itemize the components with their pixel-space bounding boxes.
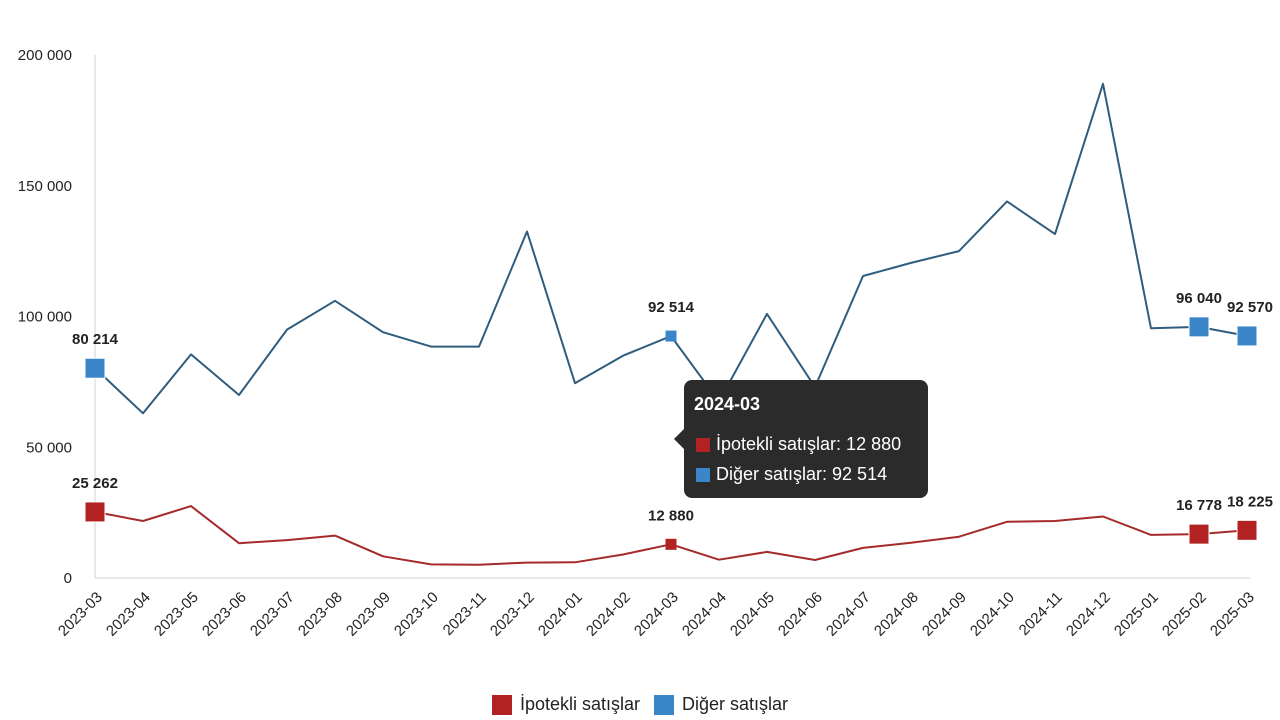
point-marker[interactable] [665, 330, 677, 342]
point-marker[interactable] [1236, 325, 1258, 347]
y-tick-label: 0 [64, 570, 72, 587]
legend-item-other[interactable]: Diğer satışlar [654, 694, 788, 715]
x-tick-label: 2024-11 [1016, 589, 1066, 639]
point-marker[interactable] [1188, 316, 1210, 338]
point-marker[interactable] [1188, 523, 1210, 545]
x-tick-label: 2024-04 [679, 589, 730, 640]
x-tick-label: 2025-02 [1159, 589, 1210, 640]
data-label: 18 225 [1227, 493, 1273, 510]
x-tick-label: 2023-04 [103, 589, 154, 640]
point-marker[interactable] [84, 501, 106, 523]
x-tick-label: 2025-01 [1111, 589, 1162, 640]
data-label: 12 880 [648, 507, 694, 524]
tooltip-swatch-mortgage [696, 437, 710, 452]
data-labels: 80 214 92 514 96 040 92 570 25 262 12 880 16 7… [72, 290, 1273, 524]
tooltip-label-other: Diğer satışlar: 92 514 [716, 464, 888, 484]
y-tick-label: 150 000 [18, 178, 72, 195]
point-marker[interactable] [84, 357, 106, 379]
chart-legend: İpotekli satışlar Diğer satışlar [0, 694, 1280, 715]
x-tick-label: 2024-03 [631, 589, 682, 640]
data-label: 96 040 [1176, 290, 1222, 307]
x-tick-label: 2023-03 [55, 589, 106, 640]
y-tick-label: 50 000 [26, 439, 72, 456]
tooltip-title: 2024-03 [694, 394, 761, 414]
data-label: 80 214 [72, 331, 119, 348]
x-tick-label: 2023-11 [440, 589, 490, 639]
data-label: 16 778 [1176, 497, 1222, 514]
legend-label-other: Diğer satışlar [682, 694, 789, 714]
x-tick-label: 2024-06 [775, 589, 826, 640]
point-marker[interactable] [1236, 519, 1258, 541]
x-axis-ticks: 2023-032023-042023-052023-062023-072023-… [55, 589, 1258, 640]
legend-swatch-mortgage [491, 694, 512, 715]
x-tick-label: 2023-07 [247, 589, 298, 640]
y-tick-label: 200 000 [18, 47, 72, 64]
data-label: 92 514 [648, 299, 695, 316]
x-tick-label: 2024-12 [1063, 589, 1114, 640]
data-label: 25 262 [72, 475, 118, 492]
x-tick-label: 2024-09 [919, 589, 970, 640]
series-lines [94, 82, 1248, 566]
x-tick-label: 2023-10 [391, 589, 442, 640]
legend-label-mortgage: İpotekli satışlar [519, 694, 641, 714]
x-tick-label: 2023-08 [295, 589, 346, 640]
data-label: 92 570 [1227, 299, 1273, 316]
x-tick-label: 2024-01 [535, 589, 586, 640]
tooltip-row-other: Diğer satışlar: 92 514 [696, 464, 887, 485]
series-line-other [94, 82, 1248, 415]
point-marker[interactable] [665, 538, 677, 550]
series-markers [84, 316, 1258, 550]
x-tick-label: 2024-05 [727, 589, 778, 640]
x-tick-label: 2024-07 [823, 589, 874, 640]
x-tick-label: 2023-09 [343, 589, 394, 640]
x-tick-label: 2025-03 [1207, 589, 1258, 640]
tooltip-label-mortgage: İpotekli satışlar: 12 880 [716, 434, 902, 454]
legend-item-mortgage[interactable]: İpotekli satışlar [491, 694, 641, 715]
x-tick-label: 2024-08 [871, 589, 922, 640]
x-tick-label: 2024-10 [967, 589, 1018, 640]
tooltip-swatch-other [696, 467, 710, 482]
tooltip-row-mortgage: İpotekli satışlar: 12 880 [696, 434, 901, 455]
y-axis-ticks: 0 50 000 100 000 150 000 200 000 [18, 47, 72, 587]
y-tick-label: 100 000 [18, 309, 72, 326]
x-tick-label: 2023-06 [199, 589, 250, 640]
x-tick-label: 2023-05 [151, 589, 202, 640]
legend-swatch-other [654, 694, 675, 715]
chart-tooltip: 2024-03 İpotekli satışlar: 12 880 Diğer … [674, 380, 928, 498]
x-tick-label: 2023-12 [487, 589, 538, 640]
x-tick-label: 2024-02 [583, 589, 634, 640]
